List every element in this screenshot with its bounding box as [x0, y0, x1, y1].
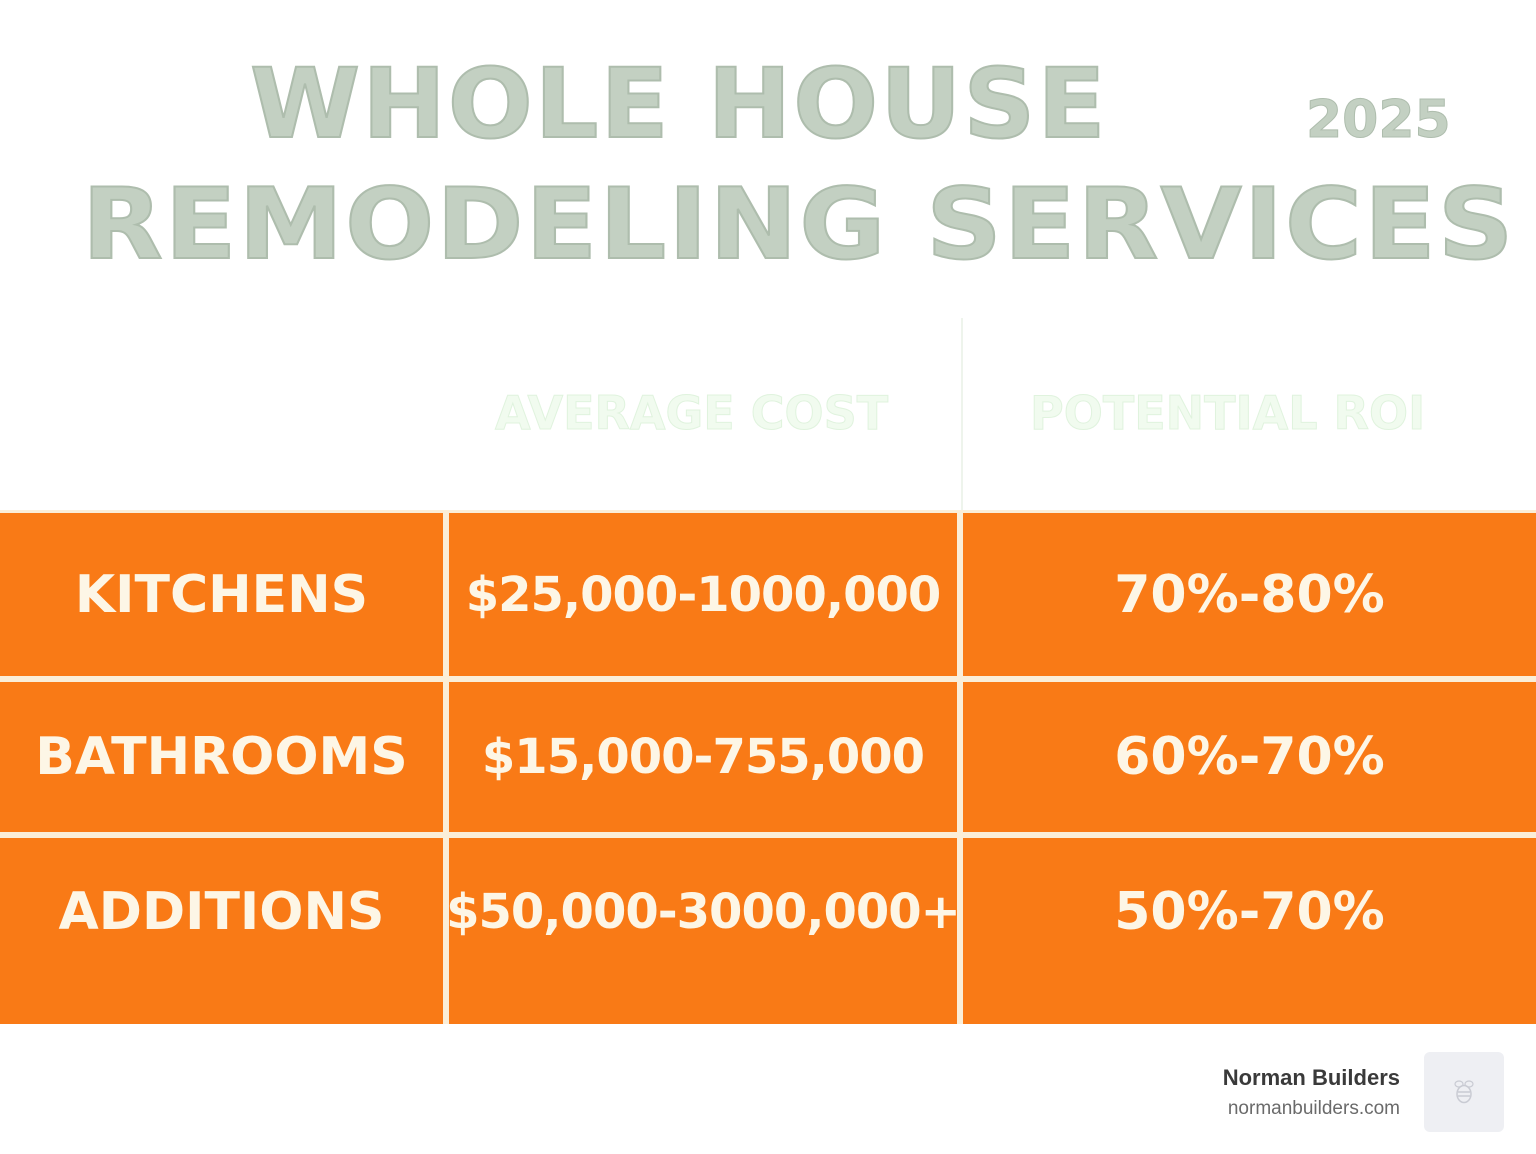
table-cell-bathrooms-cost: $15,000-755,000 [449, 682, 957, 832]
brand-name: Norman Builders [1222, 1065, 1400, 1090]
column-header-average-cost: AVERAGE COST [494, 386, 889, 440]
table-cell-kitchens-label: KITCHENS [0, 513, 443, 676]
table-cell-additions-roi: 50%-70% [963, 838, 1536, 1024]
brand-block: Norman Builders normanbuilders.com [1223, 1064, 1400, 1126]
table-cell-bathrooms-label: BATHROOMS [0, 682, 443, 832]
cost-value: $25,000-1000,000 [465, 566, 942, 623]
brand-logo-badge[interactable] [1424, 1052, 1504, 1132]
year-label: 2025 [1306, 90, 1452, 150]
table-cell-additions-cost: $50,000-3000,000+ [446, 838, 961, 1024]
cost-value: $15,000-755,000 [481, 729, 925, 785]
table-cell-kitchens-cost: $25,000-1000,000 [449, 513, 957, 676]
row-label: BATHROOMS [35, 727, 408, 787]
row-label: KITCHENS [74, 564, 369, 625]
bee-icon [1454, 1080, 1474, 1104]
table-cell-bathrooms-roi: 60%-70% [963, 682, 1536, 832]
brand-url-link[interactable]: normanbuilders.com [1227, 1098, 1400, 1119]
page-title-line-1: WHOLE HOUSE [249, 48, 1108, 160]
table-cell-kitchens-roi: 70%-80% [963, 513, 1536, 676]
page-title-line-2: REMODELING SERVICES [81, 168, 1516, 282]
column-header-potential-roi: POTENTIAL ROI [1029, 386, 1426, 440]
header-divider [961, 318, 963, 512]
remodeling-table: KITCHENS $25,000-1000,000 70%-80% BATHRO… [0, 510, 1536, 1024]
roi-value: 50%-70% [1114, 882, 1385, 942]
row-label: ADDITIONS [58, 882, 385, 942]
cost-value: $50,000-3000,000+ [446, 884, 961, 940]
roi-value: 60%-70% [1114, 727, 1385, 787]
roi-value: 70%-80% [1114, 564, 1385, 625]
table-cell-additions-label: ADDITIONS [0, 838, 443, 1024]
